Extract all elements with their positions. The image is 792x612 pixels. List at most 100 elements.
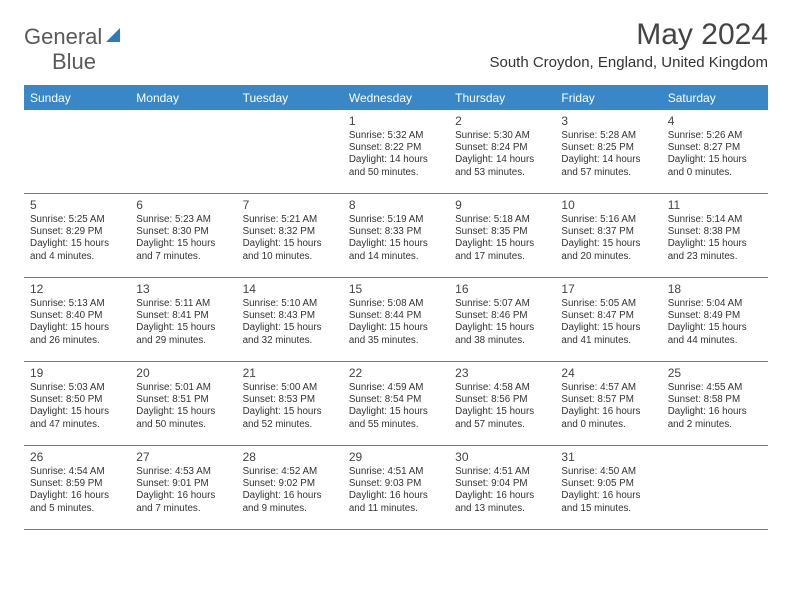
sunset-line: Sunset: 9:05 PM [561,478,655,490]
day-cell: 4Sunrise: 5:26 AMSunset: 8:27 PMDaylight… [662,109,768,193]
empty-cell [130,109,236,193]
sunrise-line: Sunrise: 4:53 AM [136,466,230,478]
sunset-line: Sunset: 8:46 PM [455,310,549,322]
day-cell: 28Sunrise: 4:52 AMSunset: 9:02 PMDayligh… [237,445,343,529]
day-number: 16 [455,282,549,296]
sunset-line: Sunset: 8:53 PM [243,394,337,406]
weekday-mon: Monday [130,87,236,109]
daylight-line: Daylight: 14 hours and 53 minutes. [455,154,549,178]
sunrise-line: Sunrise: 5:00 AM [243,382,337,394]
sunset-line: Sunset: 8:27 PM [668,142,762,154]
daylight-line: Daylight: 16 hours and 7 minutes. [136,490,230,514]
daylight-line: Daylight: 15 hours and 20 minutes. [561,238,655,262]
sunrise-line: Sunrise: 5:14 AM [668,214,762,226]
daylight-line: Daylight: 15 hours and 14 minutes. [349,238,443,262]
sunrise-line: Sunrise: 5:23 AM [136,214,230,226]
weekday-fri: Friday [555,87,661,109]
day-cell: 10 Sunrise: 5:16 AMSunset: 8:37 PMDayligh… [555,193,661,277]
sunset-line: Sunset: 8:58 PM [668,394,762,406]
day-number: 25 [668,366,762,380]
calendar-page: General May 2024 South Croydon, England,… [0,0,792,548]
sunrise-line: Sunrise: 5:16 AM [561,214,655,226]
day-number: 1 [349,114,443,128]
daylight-line: Daylight: 15 hours and 10 minutes. [243,238,337,262]
daylight-line: Daylight: 16 hours and 5 minutes. [30,490,124,514]
weekday-wed: Wednesday [343,87,449,109]
sunrise-line: Sunrise: 4:51 AM [455,466,549,478]
brand-logo: General [24,18,122,50]
day-number: 24 [561,366,655,380]
brand-part1: General [24,24,102,50]
day-cell: 31Sunrise: 4:50 AMSunset: 9:05 PMDayligh… [555,445,661,529]
sunrise-line: Sunrise: 5:03 AM [30,382,124,394]
sunset-line: Sunset: 8:59 PM [30,478,124,490]
day-number: 23 [455,366,549,380]
sunset-line: Sunset: 8:22 PM [349,142,443,154]
day-cell: 25 Sunrise: 4:55 AMSunset: 8:58 PMDayligh… [662,361,768,445]
sunset-line: Sunset: 9:03 PM [349,478,443,490]
sunset-line: Sunset: 8:47 PM [561,310,655,322]
daylight-line: Daylight: 16 hours and 11 minutes. [349,490,443,514]
sunrise-line: Sunrise: 5:01 AM [136,382,230,394]
sunrise-line: Sunrise: 4:55 AM [668,382,762,394]
month-title: May 2024 [489,18,768,52]
day-cell: 23Sunrise: 4:58 AMSunset: 8:56 PMDayligh… [449,361,555,445]
day-cell: 19Sunrise: 5:03 AMSunset: 8:50 PMDayligh… [24,361,130,445]
sunset-line: Sunset: 8:35 PM [455,226,549,238]
day-number: 22 [349,366,443,380]
sunset-line: Sunset: 9:01 PM [136,478,230,490]
day-cell: 30Sunrise: 4:51 AMSunset: 9:04 PMDayligh… [449,445,555,529]
daylight-line: Daylight: 15 hours and 23 minutes. [668,238,762,262]
daylight-line: Daylight: 15 hours and 52 minutes. [243,406,337,430]
sunrise-line: Sunrise: 5:30 AM [455,130,549,142]
day-cell: 15Sunrise: 5:08 AMSunset: 8:44 PMDayligh… [343,277,449,361]
sunrise-line: Sunrise: 5:11 AM [136,298,230,310]
day-cell: 18Sunrise: 5:04 AMSunset: 8:49 PMDayligh… [662,277,768,361]
day-number: 7 [243,198,337,212]
weekday-thu: Thursday [449,87,555,109]
day-number: 19 [30,366,124,380]
day-number: 26 [30,450,124,464]
sunrise-line: Sunrise: 4:57 AM [561,382,655,394]
daylight-line: Daylight: 15 hours and 26 minutes. [30,322,124,346]
day-cell: 26 Sunrise: 4:54 AMSunset: 8:59 PMDayligh… [24,445,130,529]
day-number: 10 [561,198,655,212]
day-number: 5 [30,198,124,212]
sunrise-line: Sunrise: 5:32 AM [349,130,443,142]
daylight-line: Daylight: 15 hours and 29 minutes. [136,322,230,346]
day-number: 13 [136,282,230,296]
day-number: 31 [561,450,655,464]
daylight-line: Daylight: 16 hours and 2 minutes. [668,406,762,430]
sunrise-line: Sunrise: 5:05 AM [561,298,655,310]
weekday-tue: Tuesday [237,87,343,109]
day-number: 28 [243,450,337,464]
day-cell: 20Sunrise: 5:01 AMSunset: 8:51 PMDayligh… [130,361,236,445]
sunset-line: Sunset: 8:44 PM [349,310,443,322]
day-number: 15 [349,282,443,296]
weekday-sat: Saturday [662,87,768,109]
sunset-line: Sunset: 8:50 PM [30,394,124,406]
daylight-line: Daylight: 15 hours and 38 minutes. [455,322,549,346]
daylight-line: Daylight: 15 hours and 17 minutes. [455,238,549,262]
sunset-line: Sunset: 9:04 PM [455,478,549,490]
day-cell: 6Sunrise: 5:23 AMSunset: 8:30 PMDaylight… [130,193,236,277]
sunset-line: Sunset: 8:49 PM [668,310,762,322]
day-cell: 1Sunrise: 5:32 AMSunset: 8:22 PMDaylight… [343,109,449,193]
sunrise-line: Sunrise: 5:28 AM [561,130,655,142]
daylight-line: Daylight: 16 hours and 15 minutes. [561,490,655,514]
day-cell: 8Sunrise: 5:19 AMSunset: 8:33 PMDaylight… [343,193,449,277]
calendar-grid: 1 Sunrise: 5:32 AMSunset: 8:22 PM Daylight… [24,109,768,529]
day-number: 3 [561,114,655,128]
bottom-divider [24,529,768,530]
daylight-line: Daylight: 14 hours and 57 minutes. [561,154,655,178]
daylight-line: Daylight: 15 hours and 55 minutes. [349,406,443,430]
daylight-line: Daylight: 16 hours and 9 minutes. [243,490,337,514]
sunset-line: Sunset: 8:41 PM [136,310,230,322]
sunrise-line: Sunrise: 5:25 AM [30,214,124,226]
sunrise-line: Sunrise: 4:54 AM [30,466,124,478]
day-cell: 7Sunrise: 5:21 AMSunset: 8:32 PMDaylight… [237,193,343,277]
day-number: 4 [668,114,762,128]
empty-cell [662,445,768,529]
sunset-line: Sunset: 8:37 PM [561,226,655,238]
day-number: 30 [455,450,549,464]
